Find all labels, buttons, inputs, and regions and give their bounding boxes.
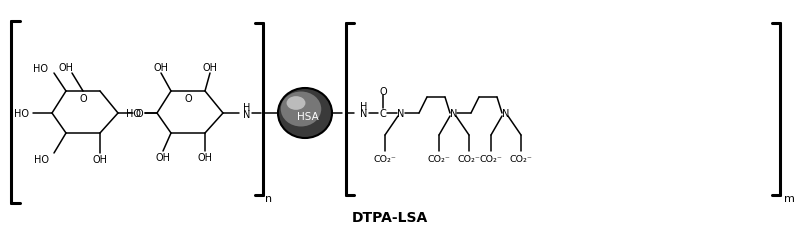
- Text: O: O: [184, 94, 192, 103]
- Text: OH: OH: [58, 63, 74, 73]
- Text: CO₂⁻: CO₂⁻: [374, 155, 397, 164]
- Text: OH: OH: [202, 63, 218, 73]
- Text: N: N: [360, 109, 368, 119]
- Text: OH: OH: [155, 152, 170, 162]
- Text: n: n: [266, 193, 273, 203]
- Text: O: O: [79, 94, 87, 103]
- Text: CO₂⁻: CO₂⁻: [479, 155, 502, 164]
- Ellipse shape: [278, 89, 332, 138]
- Text: OH: OH: [154, 63, 169, 73]
- Text: H: H: [360, 102, 368, 112]
- Text: HO: HO: [33, 64, 48, 74]
- Text: N: N: [502, 109, 510, 119]
- Text: OH: OH: [198, 152, 213, 162]
- Text: CO₂⁻: CO₂⁻: [427, 155, 450, 164]
- Text: HSA: HSA: [297, 112, 319, 122]
- Text: OH: OH: [93, 154, 107, 164]
- Text: O: O: [379, 87, 387, 97]
- Text: DTPA-LSA: DTPA-LSA: [352, 210, 428, 224]
- Text: N: N: [398, 109, 405, 119]
- Text: N: N: [450, 109, 458, 119]
- Text: HO: HO: [34, 154, 49, 164]
- Ellipse shape: [281, 92, 322, 127]
- Text: CO₂⁻: CO₂⁻: [458, 155, 481, 164]
- Ellipse shape: [286, 97, 306, 110]
- Text: m: m: [783, 193, 794, 203]
- Text: H: H: [243, 103, 250, 112]
- Text: HO: HO: [126, 109, 141, 119]
- Text: C: C: [380, 109, 386, 119]
- Text: N: N: [243, 109, 250, 119]
- Text: O: O: [135, 109, 143, 119]
- Text: CO₂⁻: CO₂⁻: [510, 155, 533, 164]
- Text: HO: HO: [14, 109, 29, 119]
